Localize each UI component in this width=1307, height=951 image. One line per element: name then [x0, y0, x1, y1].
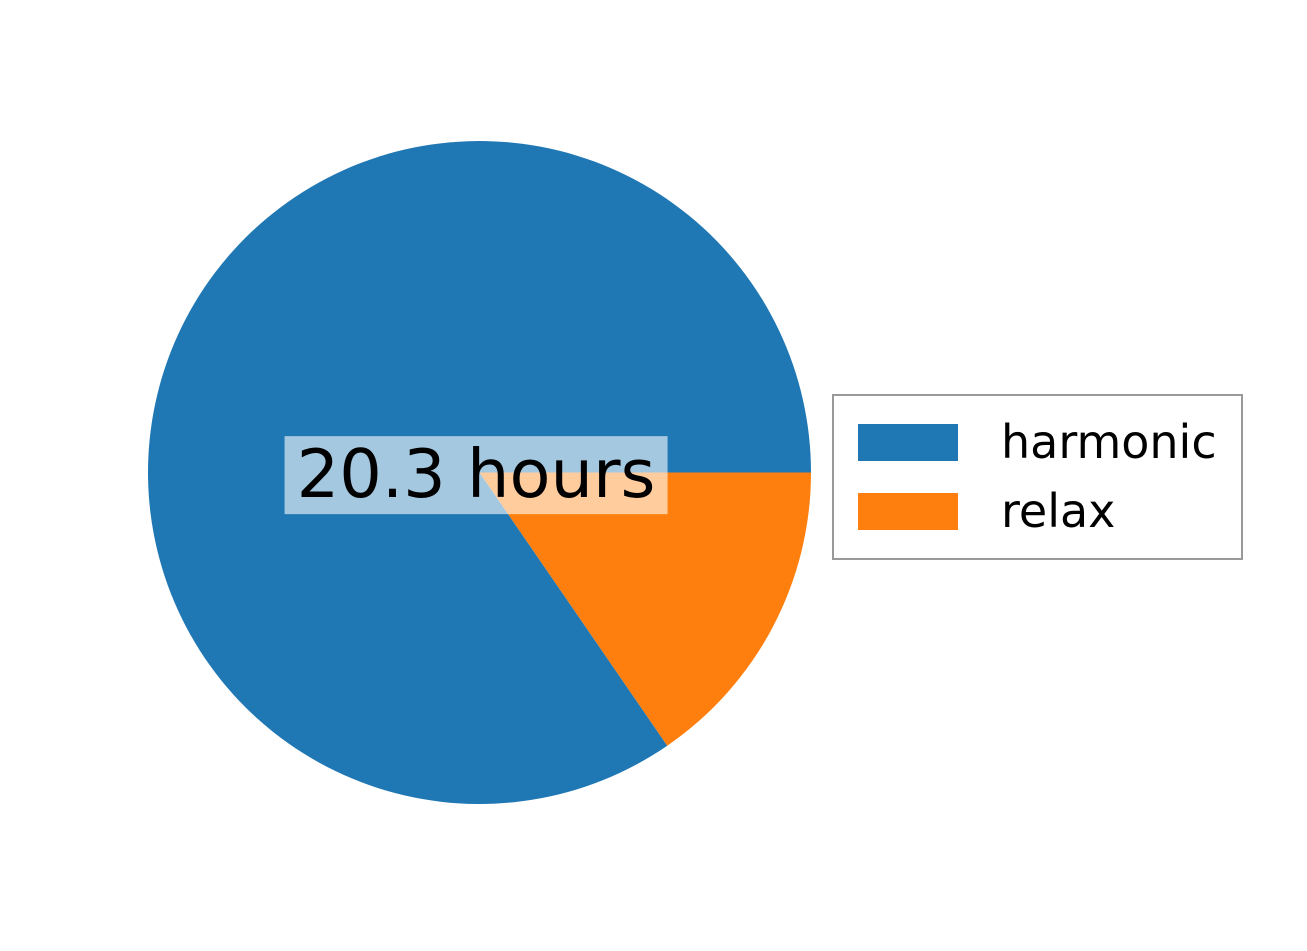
legend-label-harmonic: harmonic [1001, 415, 1217, 469]
pie-center-label: 20.3 hours [284, 436, 668, 514]
legend-item-harmonic: harmonic [858, 416, 1217, 469]
legend-item-relax: relax [858, 483, 1217, 538]
legend-label-relax: relax [1001, 483, 1116, 538]
legend: harmonic relax [832, 394, 1243, 560]
pie-slice-relax [479, 472, 811, 746]
legend-swatch-relax [858, 492, 958, 530]
legend-swatch-harmonic [858, 423, 958, 461]
